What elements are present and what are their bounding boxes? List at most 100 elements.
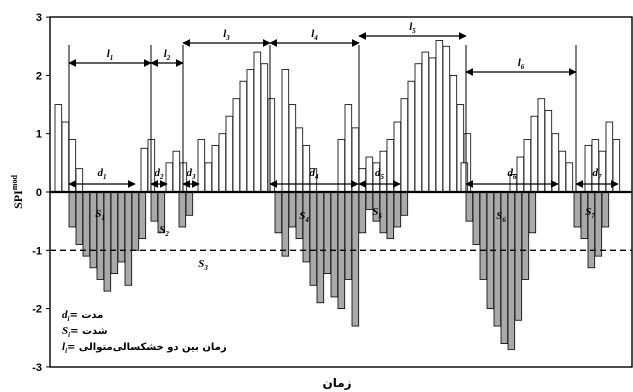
positive-bar: [516, 156, 525, 193]
duration-label: d4: [310, 167, 320, 181]
annotations: l1 l2 l3 l4 l5 l6 d1 d2 d3 d4 d5 d6 d7 S1 S2 S3 S4 S5 S6 S7: [68, 21, 619, 272]
y-tick-label: 1: [36, 129, 42, 141]
negative-bar: [351, 191, 360, 327]
duration-label: d2: [155, 167, 165, 181]
negative-bar: [528, 191, 537, 234]
negative-bar: [110, 191, 119, 275]
negative-bar: [521, 191, 530, 280]
negative-bar: [131, 191, 140, 251]
negative-bar: [274, 191, 283, 234]
negative-bar: [330, 191, 339, 298]
negative-bar: [479, 191, 488, 280]
negative-bar: [150, 191, 159, 222]
positive-bar: [295, 127, 304, 193]
negative-bar: [601, 191, 610, 228]
positive-bar: [165, 162, 174, 193]
negative-bar: [68, 191, 77, 228]
negative-bar: [386, 191, 395, 240]
severity-label: S1: [95, 208, 105, 222]
x-axis-label: زمان: [322, 376, 351, 390]
negative-bar: [393, 191, 402, 228]
positive-bar: [281, 69, 290, 193]
positive-bar: [530, 115, 539, 193]
positive-bar: [460, 162, 469, 193]
negative-bar: [288, 191, 297, 228]
positive-bar: [344, 104, 353, 193]
duration-label: d6: [508, 167, 518, 181]
severity-label: S7: [585, 206, 595, 220]
positive-bar: [544, 109, 553, 193]
negative-bar: [514, 191, 523, 321]
negative-bar: [96, 191, 105, 280]
positive-bar: [253, 51, 262, 193]
y-tick-label: 0: [36, 187, 42, 199]
positive-bar: [407, 80, 416, 193]
negative-bar: [124, 191, 133, 286]
positive-bar: [435, 40, 444, 193]
plot-frame: [49, 16, 633, 368]
negative-bars: [68, 191, 610, 350]
y-tick-label: -2: [32, 304, 42, 316]
negative-bar: [309, 191, 318, 286]
duration-label: d5: [375, 167, 385, 181]
y-axis-ticks: 3 2 1 0 -1 -2 -3: [32, 12, 50, 374]
negative-bar: [323, 191, 332, 275]
positive-bar: [400, 98, 409, 193]
positive-bar: [598, 150, 607, 193]
duration-label: d3: [187, 167, 197, 181]
positive-bar: [428, 57, 437, 193]
interval-label: l5: [409, 21, 416, 35]
duration-label: d7: [593, 167, 603, 181]
interval-label: l3: [223, 28, 230, 42]
positive-bar: [232, 98, 241, 193]
positive-bar: [551, 133, 560, 193]
negative-bar: [358, 191, 367, 234]
severity-label: S6: [496, 210, 506, 224]
negative-bar: [400, 191, 409, 216]
positive-bar: [379, 150, 388, 193]
positive-bar: [421, 51, 430, 193]
negative-bar: [594, 191, 603, 257]
interval-label: l6: [518, 57, 525, 71]
interval-label: l1: [107, 48, 114, 62]
positive-bar: [204, 162, 213, 193]
positive-bar: [537, 98, 546, 193]
positive-bar: [584, 144, 593, 193]
positive-bar: [140, 147, 149, 193]
negative-bar: [82, 191, 91, 257]
legend-interval: li= زمان بین دو خشکسالی‌متوالی: [62, 341, 227, 355]
negative-bar: [587, 191, 596, 269]
negative-bar: [302, 191, 311, 263]
positive-bar: [351, 127, 360, 193]
positive-bar: [197, 139, 206, 193]
negative-bar: [465, 191, 474, 222]
negative-bar: [89, 191, 98, 269]
negative-bar: [573, 191, 582, 228]
negative-bar: [103, 191, 112, 292]
legend: di= مدت Si= شدت li= زمان بین دو خشکسالی‌…: [62, 309, 227, 355]
positive-bar: [246, 69, 255, 193]
positive-bar: [565, 162, 574, 193]
negative-bar: [185, 191, 194, 216]
positive-bar: [225, 115, 234, 193]
severity-label: S3: [198, 258, 208, 272]
positive-bar: [449, 75, 458, 193]
positive-bar: [61, 121, 70, 193]
severity-label: S5: [372, 206, 382, 220]
positive-bar: [393, 121, 402, 193]
interval-label: l2: [164, 48, 171, 62]
negative-bar: [316, 191, 325, 304]
legend-duration: di= مدت: [62, 309, 103, 323]
positive-bar: [605, 121, 614, 193]
positive-bar: [267, 98, 276, 193]
positive-bar: [358, 168, 367, 193]
positive-bar: [54, 104, 63, 193]
severity-label: S2: [159, 224, 169, 238]
positive-bar: [442, 45, 451, 193]
negative-bar: [75, 191, 84, 245]
negative-bar: [344, 191, 353, 280]
negative-bar: [138, 191, 147, 240]
positive-bar: [239, 80, 248, 193]
negative-bar: [281, 191, 290, 257]
